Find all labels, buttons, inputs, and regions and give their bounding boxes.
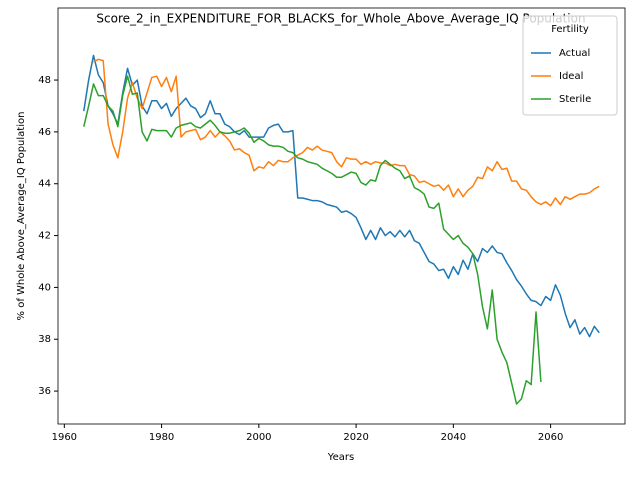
y-tick-label: 36 [38,386,51,397]
legend-title: Fertility [551,24,589,35]
y-tick-label: 44 [38,179,51,190]
y-axis-label: % of Whole Above_Average_IQ Population [16,112,27,321]
y-tick-label: 40 [38,282,51,293]
x-tick-label: 2040 [441,432,466,443]
plot-frame [57,7,626,425]
x-tick-label: 2000 [246,432,271,443]
x-tick-label: 2020 [343,432,368,443]
legend-box [522,15,618,116]
legend-label: Sterile [559,94,591,105]
x-tick-label: 2060 [538,432,563,443]
x-tick-label: 1960 [52,432,77,443]
legend-label: Ideal [559,71,583,82]
y-tick-label: 46 [38,127,51,138]
line-series [93,58,600,207]
x-tick-label: 1980 [149,432,174,443]
y-tick-label: 38 [38,334,51,345]
line-series [83,75,542,405]
chart-title: Score_2_in_EXPENDITURE_FOR_BLACKS_for_Wh… [96,12,585,26]
line-series [83,54,600,338]
x-axis-label: Years [327,452,354,463]
y-tick-label: 42 [38,231,51,242]
legend-label: Actual [559,48,590,59]
y-tick-label: 48 [38,75,51,86]
